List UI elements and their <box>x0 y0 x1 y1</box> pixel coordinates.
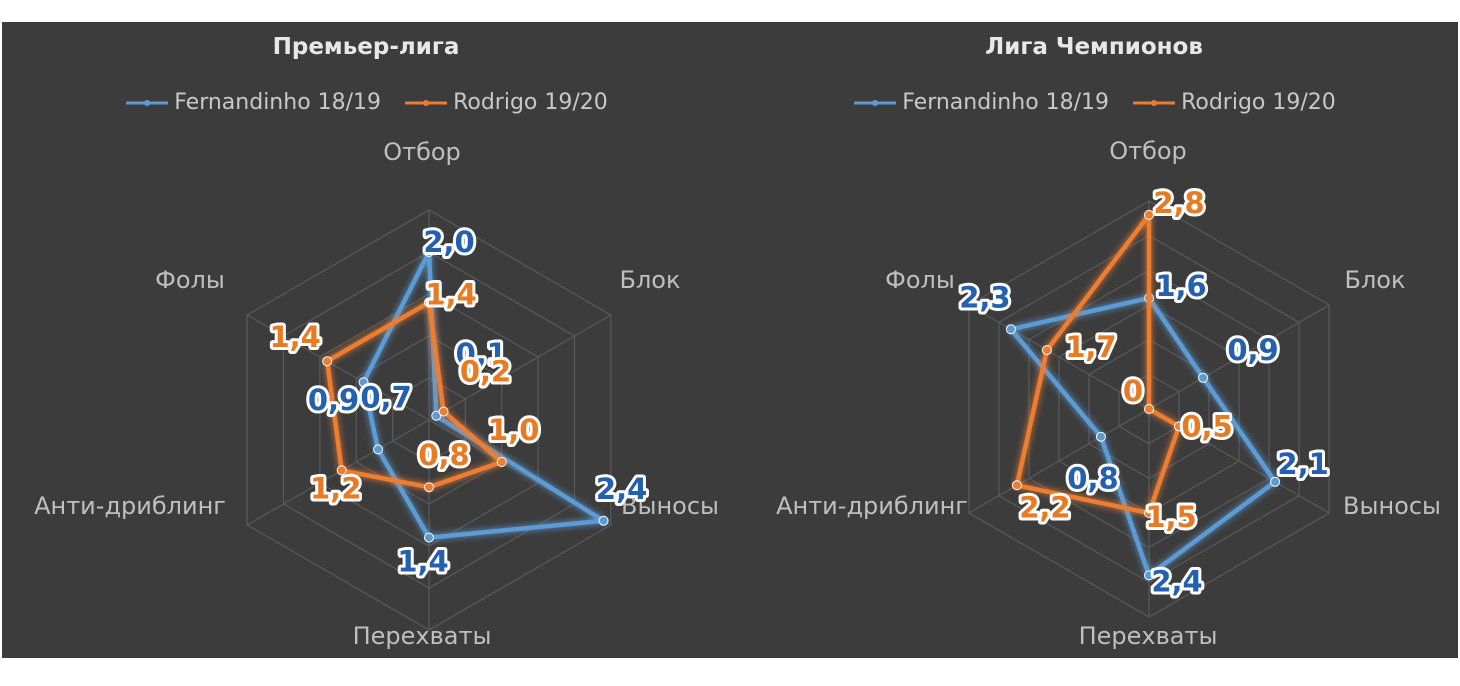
grid-spoke <box>968 408 1150 514</box>
grid-spoke <box>1148 304 1330 410</box>
data-label: 1,0 <box>488 413 539 447</box>
data-label: 0,9 <box>308 383 359 417</box>
data-label: 1,7 <box>1065 330 1116 364</box>
data-point <box>424 247 434 257</box>
data-label: 2,1 <box>1277 447 1328 481</box>
data-point <box>336 465 347 476</box>
grid-spoke <box>246 314 430 421</box>
data-label: 1,4 <box>425 277 476 311</box>
data-label: 1,6 <box>1155 269 1206 303</box>
data-label: 1,4 <box>397 545 448 579</box>
axis-label: Выносы <box>1343 492 1441 520</box>
data-point <box>431 410 442 421</box>
legend-marker-series-2 <box>1133 99 1176 106</box>
data-point <box>424 532 434 543</box>
data-point <box>1011 480 1022 491</box>
legend-label: Fernandinho 18/19 <box>174 90 382 115</box>
data-label: 0 <box>1123 374 1143 408</box>
axis-label: Фолы <box>885 266 955 294</box>
data-label: 1,4 <box>269 320 320 354</box>
axis-label: Анти-дриблинг <box>34 492 226 520</box>
legend-item-series-2: Rodrigo 19/20 <box>1131 90 1336 115</box>
data-point <box>496 457 507 467</box>
radar-plot: Отбор Блок Выносы Перехваты Анти-дриблинг Фол… <box>776 137 1441 650</box>
data-point <box>438 406 449 417</box>
data-point <box>598 515 609 526</box>
legend-item-series-2: Rodrigo 19/20 <box>403 90 608 115</box>
data-point <box>424 482 434 493</box>
data-label: 1,5 <box>1145 500 1196 534</box>
data-point <box>1198 372 1209 383</box>
axis-label: Перехваты <box>1079 622 1218 650</box>
legend-label: Fernandinho 18/19 <box>902 90 1110 115</box>
data-point <box>1005 324 1016 335</box>
data-label: 0,8 <box>1067 462 1118 496</box>
chart-legend: Fernandinho 18/19 Rodrigo 19/20 <box>730 90 1458 115</box>
chart-title: Премьер-лига <box>272 34 460 60</box>
data-point <box>1144 209 1154 220</box>
legend-item-series-1: Fernandinho 18/19 <box>124 90 381 115</box>
data-label: 0,5 <box>1181 409 1232 443</box>
data-label: 0,1 <box>456 337 507 371</box>
data-label: 0,9 <box>1227 333 1278 367</box>
axis-label: Анти-дриблинг <box>776 492 968 520</box>
data-label: 0,2 <box>460 355 511 389</box>
data-point <box>424 297 434 308</box>
data-point <box>1041 345 1052 356</box>
data-point <box>1144 570 1154 581</box>
data-point <box>1095 431 1106 442</box>
axis-label: Перехваты <box>353 622 492 650</box>
data-point <box>358 377 369 388</box>
chart-legend: Fernandinho 18/19 Rodrigo 19/20 <box>2 90 730 115</box>
data-label: 0,8 <box>418 438 469 472</box>
axis-label: Блок <box>620 266 681 294</box>
data-point <box>1144 404 1154 414</box>
data-point <box>373 444 384 455</box>
data-label: 2,3 <box>959 280 1010 314</box>
legend-label: Rodrigo 19/20 <box>1181 90 1336 115</box>
data-point <box>1144 508 1154 518</box>
radar-plot: Отбор Блок Выносы Перехваты Анти-дриблинг Фол… <box>34 138 719 650</box>
legend-label: Rodrigo 19/20 <box>453 90 608 115</box>
data-label: 0,7 <box>360 380 411 414</box>
radar-chart-premier-league: Премьер-лига Fernandinho 18/19 Rodrigo 1… <box>2 22 730 658</box>
axis-label: Блок <box>1345 266 1406 294</box>
data-point <box>322 356 333 367</box>
data-point <box>1270 476 1281 487</box>
data-label: 2,8 <box>1153 186 1204 220</box>
axis-label: Выносы <box>621 492 719 520</box>
data-label: 2,4 <box>596 472 647 506</box>
axis-label: Отбор <box>1109 137 1187 165</box>
legend-item-series-1: Fernandinho 18/19 <box>852 90 1109 115</box>
axis-label: Фолы <box>155 266 225 294</box>
radar-chart-champions-league: Лига Чемпионов Fernandinho 18/19 Rodrigo… <box>730 22 1458 658</box>
grid-spoke <box>428 314 612 421</box>
legend-marker-series-1 <box>854 99 897 106</box>
data-label: 2,0 <box>423 225 474 259</box>
charts-panel: Премьер-лига Fernandinho 18/19 Rodrigo 1… <box>2 22 1458 658</box>
data-label: 2,2 <box>1019 490 1070 524</box>
axis-label: Отбор <box>383 138 461 166</box>
data-label: 2,4 <box>1151 564 1202 598</box>
legend-marker-series-2 <box>405 99 448 106</box>
data-point <box>1174 421 1185 432</box>
grid-spoke <box>968 304 1150 410</box>
legend-marker-series-1 <box>126 99 169 106</box>
chart-title: Лига Чемпионов <box>985 34 1203 60</box>
data-label: 1,2 <box>310 471 361 505</box>
